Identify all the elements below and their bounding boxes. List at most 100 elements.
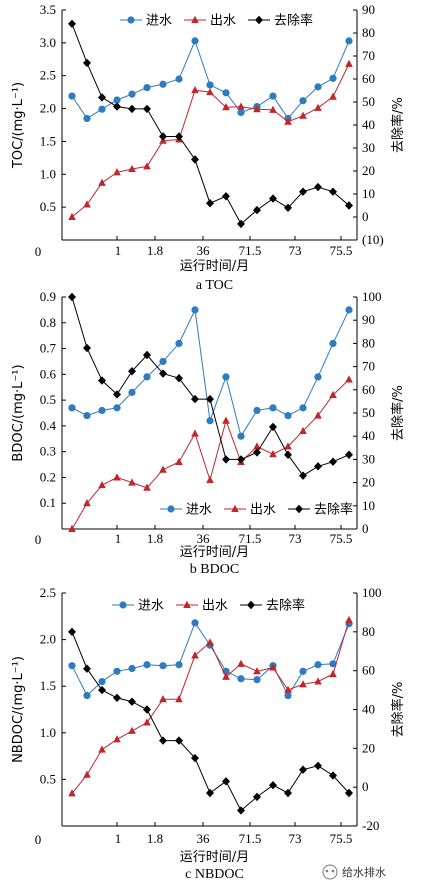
data-point (299, 426, 307, 435)
left-tick-label: 0.8 (40, 315, 56, 330)
data-point (269, 105, 277, 113)
data-point (113, 96, 121, 104)
right-tick-label: 30 (362, 140, 375, 155)
data-point (345, 375, 353, 383)
left-tick-label: 0.5 (40, 199, 56, 214)
data-point (269, 422, 277, 432)
data-point (345, 788, 353, 798)
left-tick-label: 1.0 (40, 725, 56, 740)
x-tick-label: 1 (115, 531, 122, 546)
data-point (284, 117, 292, 125)
left-y-axis-label: BDOC/(mg·L⁻¹) (11, 364, 26, 461)
series-line (71, 621, 350, 697)
right-y-axis-label: 去除率/% (390, 385, 406, 441)
data-point (98, 480, 106, 489)
data-point (83, 499, 91, 507)
data-point (314, 83, 322, 91)
data-point (222, 373, 230, 381)
data-point (128, 104, 136, 114)
left-tick-label: 0 (35, 832, 42, 847)
data-point (237, 102, 245, 110)
data-point (68, 627, 76, 637)
legend-label: 进水 (186, 503, 212, 518)
data-point (128, 726, 136, 734)
legend-marker (247, 600, 255, 610)
data-point (345, 450, 353, 459)
data-point (222, 672, 230, 680)
data-point (143, 373, 151, 381)
legend: 进水 出水 去除率 (160, 502, 353, 518)
data-point (83, 411, 91, 420)
right-tick-label: 40 (362, 428, 375, 443)
right-tick-label: 0 (362, 779, 369, 794)
data-point (314, 411, 322, 419)
legend-marker (127, 16, 135, 24)
data-point (237, 675, 245, 683)
legend-label: 去除率 (266, 598, 305, 614)
data-point (329, 669, 337, 678)
data-point (237, 219, 245, 229)
data-point (143, 162, 151, 170)
data-point (314, 462, 322, 471)
right-tick-label: 100 (362, 289, 382, 304)
x-tick-label: 71.5 (239, 531, 262, 546)
data-point (345, 201, 353, 210)
left-tick-label: 0.3 (40, 444, 56, 459)
x-tick-label: 1.8 (147, 243, 163, 258)
left-tick-label: 3.0 (40, 35, 56, 50)
chart-panel-1: 0 0.5 1.0 1.5 2.0 2.5 3.0 3.5 (10) 0 10 20 30 40 50 60 7… (11, 2, 406, 293)
right-tick-label: 20 (362, 163, 375, 178)
data-point (191, 37, 199, 45)
series-1 (68, 619, 353, 700)
left-tick-label: 0 (35, 244, 42, 259)
legend-label: 进水 (138, 599, 164, 614)
data-point (206, 81, 214, 89)
data-point (299, 471, 307, 480)
left-tick-label: 0.9 (40, 289, 56, 304)
right-tick-label: 60 (362, 663, 375, 678)
x-axis-label: 运行时间/月 (180, 850, 249, 865)
x-tick-label: 1 (115, 243, 122, 258)
data-point (175, 736, 183, 745)
x-tick-label: 36 (197, 243, 211, 258)
x-tick-label: 73 (289, 243, 302, 258)
right-tick-label: 10 (362, 186, 375, 201)
data-point (299, 187, 307, 196)
series-1 (68, 306, 353, 440)
data-point (68, 212, 76, 220)
watermark-text: 给水排水 (342, 865, 386, 879)
x-tick-label: 1 (115, 831, 122, 846)
data-point (345, 306, 353, 314)
right-tick-label: 30 (362, 451, 375, 466)
data-point (269, 663, 277, 671)
data-point (253, 667, 261, 675)
right-tick-label: -20 (362, 818, 379, 833)
data-point (98, 178, 106, 186)
data-point (284, 442, 292, 450)
left-tick-label: 0.2 (40, 469, 56, 484)
right-tick-label: 40 (362, 702, 375, 717)
data-point (284, 411, 292, 420)
data-point (329, 457, 337, 466)
x-tick-label: 73 (289, 831, 302, 846)
data-point (222, 192, 230, 201)
data-point (159, 662, 167, 670)
data-point (68, 789, 76, 797)
data-point (329, 339, 337, 347)
data-point (159, 736, 167, 745)
right-tick-label: 20 (362, 475, 375, 490)
data-point (143, 483, 151, 491)
data-point (253, 406, 261, 415)
data-point (83, 114, 91, 123)
legend-label: 出水 (210, 14, 236, 29)
right-tick-label: 70 (362, 359, 375, 374)
series-2 (68, 615, 353, 797)
right-tick-label: 40 (362, 117, 375, 132)
data-point (253, 792, 261, 802)
data-point (175, 75, 183, 83)
legend: 进水 出水 去除率 (120, 13, 313, 29)
data-point (206, 788, 214, 798)
right-tick-label: 20 (362, 740, 375, 755)
data-point (113, 735, 121, 743)
